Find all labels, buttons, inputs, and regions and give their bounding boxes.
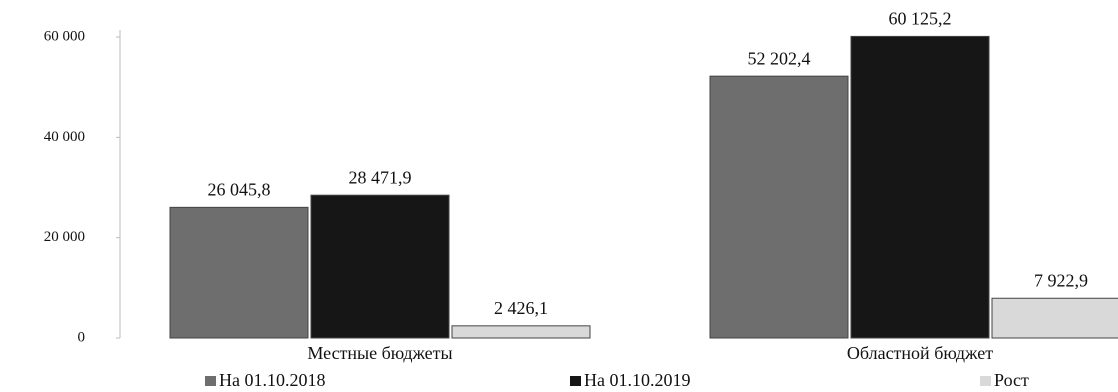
legend-label: На 01.10.2018 bbox=[219, 370, 326, 390]
x-tick-label: Областной бюджет bbox=[847, 343, 993, 363]
bar bbox=[709, 75, 849, 339]
bar bbox=[991, 297, 1118, 339]
legend-swatch bbox=[205, 376, 216, 386]
data-label: 28 471,9 bbox=[349, 167, 412, 187]
data-label: 26 045,8 bbox=[208, 179, 271, 199]
x-tick-label: Местные бюджеты bbox=[307, 343, 452, 363]
data-label: 52 202,4 bbox=[748, 48, 811, 68]
y-tick-label: 60 000 bbox=[44, 28, 85, 44]
data-label: 2 426,1 bbox=[494, 298, 548, 318]
bar bbox=[850, 35, 990, 339]
data-label: 60 125,2 bbox=[889, 9, 952, 29]
legend-label: Рост bbox=[994, 370, 1029, 390]
bar bbox=[451, 325, 591, 339]
legend-label: На 01.10.2019 bbox=[584, 370, 691, 390]
legend-swatch bbox=[980, 376, 991, 386]
bar bbox=[169, 206, 309, 339]
data-label: 7 922,9 bbox=[1034, 270, 1088, 290]
y-tick-label: 0 bbox=[78, 329, 86, 345]
bar bbox=[310, 194, 450, 339]
y-tick-label: 40 000 bbox=[44, 129, 85, 145]
y-tick-label: 20 000 bbox=[44, 229, 85, 245]
legend-swatch bbox=[570, 376, 581, 386]
